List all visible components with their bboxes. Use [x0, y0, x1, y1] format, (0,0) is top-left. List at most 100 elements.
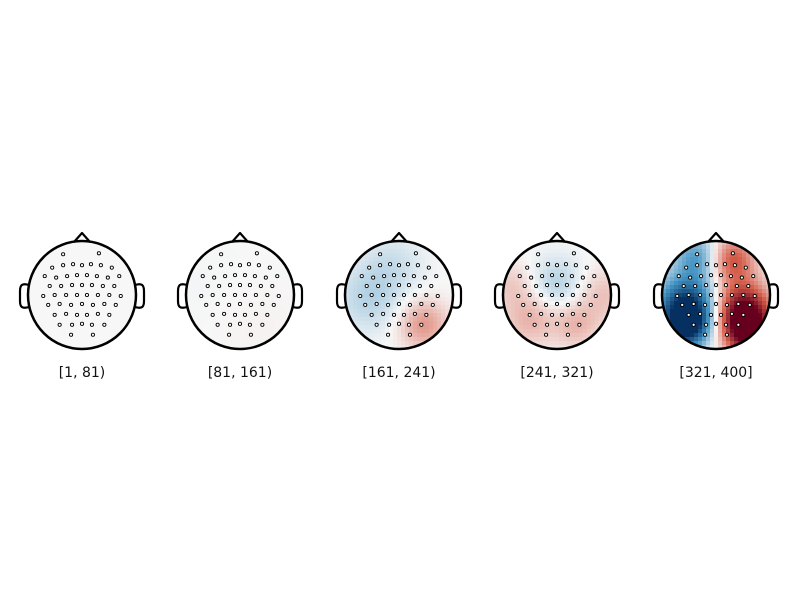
sensor-marker	[219, 252, 224, 257]
sensor-marker	[205, 284, 210, 289]
sensor-marker	[698, 292, 703, 298]
sensor-layout	[516, 251, 598, 337]
sensor-marker	[695, 263, 700, 268]
sensor-marker	[79, 321, 85, 326]
sensor-marker	[434, 274, 439, 279]
panel-time-range-label: [241, 321)	[520, 365, 593, 381]
sensor-marker	[577, 301, 582, 306]
sensor-marker	[247, 283, 252, 288]
sensor-marker	[752, 293, 757, 299]
sensor-marker	[227, 332, 232, 337]
sensor-marker	[358, 293, 363, 299]
sensor-marker	[232, 292, 238, 298]
right-ear	[134, 283, 146, 309]
sensor-marker	[544, 332, 549, 337]
sensor-marker	[228, 283, 233, 288]
sensor-marker	[70, 322, 75, 327]
sensor-marker	[554, 321, 560, 326]
sensor-marker	[242, 292, 248, 298]
head-outline	[501, 239, 613, 351]
head-outline	[184, 239, 296, 351]
sensor-marker	[734, 284, 739, 289]
sensor-marker	[237, 263, 243, 268]
sensor-marker	[429, 284, 434, 289]
sensor-marker	[367, 265, 372, 270]
sensor-marker	[95, 292, 100, 298]
sensor-marker	[532, 322, 537, 327]
sensor-marker	[229, 262, 234, 267]
topomap-panel: [241, 321)	[493, 231, 621, 381]
topomap-panel: [1, 81)	[18, 231, 146, 381]
sensor-marker	[584, 265, 589, 270]
sensor-marker	[412, 311, 417, 316]
sensor-marker	[374, 301, 379, 306]
sensor-marker	[381, 292, 386, 298]
panel-time-range-label: [321, 400]	[679, 365, 752, 381]
sensor-marker	[691, 322, 696, 327]
sensor-marker	[565, 302, 570, 307]
sensor-marker	[105, 275, 110, 280]
left-ear	[335, 283, 347, 309]
sensor-marker	[527, 292, 532, 298]
head-outline	[660, 239, 772, 351]
sensor-marker	[71, 262, 76, 267]
sensor-marker	[684, 265, 689, 270]
right-ear	[292, 283, 304, 309]
sensor-marker	[94, 274, 99, 279]
sensor-marker	[743, 265, 748, 270]
sensor-marker	[681, 284, 686, 289]
sensor-marker	[571, 251, 576, 256]
sensor-marker	[713, 321, 719, 326]
sensor-marker	[112, 284, 117, 289]
sensor-marker	[516, 293, 521, 299]
sensor-marker	[741, 312, 746, 317]
sensor-marker	[387, 322, 392, 327]
sensor-marker	[69, 332, 74, 337]
sensor-marker	[582, 292, 587, 298]
sensor-marker	[529, 275, 534, 280]
sensor-marker	[724, 332, 729, 337]
sensor-marker	[84, 292, 90, 298]
sensor-marker	[713, 283, 719, 288]
sensor-marker	[391, 312, 397, 317]
sensor-marker	[391, 292, 397, 298]
sensor-marker	[95, 311, 100, 316]
sensor-marker	[271, 302, 276, 307]
sensor-marker	[732, 263, 737, 268]
sensor-marker	[258, 284, 263, 289]
sensor-marker	[369, 312, 374, 317]
sensor-marker	[575, 284, 580, 289]
sensor-layout	[675, 251, 757, 337]
sensor-marker	[237, 321, 243, 326]
sensor-marker	[74, 292, 80, 298]
sensor-marker	[406, 283, 411, 288]
sensor-marker	[364, 284, 369, 289]
sensor-marker	[117, 274, 122, 279]
sensor-marker	[212, 275, 217, 280]
nose-marker	[390, 231, 408, 243]
sensor-marker	[386, 302, 391, 307]
sensor-marker	[275, 274, 280, 279]
sensor-marker	[46, 302, 51, 307]
topomap-panel: [161, 241)	[335, 231, 463, 381]
sensor-marker	[100, 284, 105, 289]
sensor-marker	[554, 263, 560, 268]
sensor-marker	[722, 262, 727, 267]
sensor-marker	[256, 263, 261, 268]
panel-time-range-label: [161, 241)	[362, 365, 435, 381]
sensor-marker	[210, 292, 215, 298]
sensor-marker	[64, 311, 69, 316]
sensor-marker	[210, 312, 215, 317]
sensor-marker	[376, 284, 381, 289]
sensor-marker	[199, 293, 204, 299]
sensor-marker	[232, 312, 238, 317]
sensor-marker	[705, 262, 710, 267]
sensor-marker	[96, 251, 101, 256]
sensor-marker	[686, 312, 691, 317]
sensor-marker	[549, 312, 555, 317]
sensor-marker	[729, 311, 734, 316]
sensor-marker	[253, 311, 258, 316]
sensor-marker	[573, 263, 578, 268]
sensor-marker	[539, 292, 544, 298]
sensor-marker	[527, 312, 532, 317]
